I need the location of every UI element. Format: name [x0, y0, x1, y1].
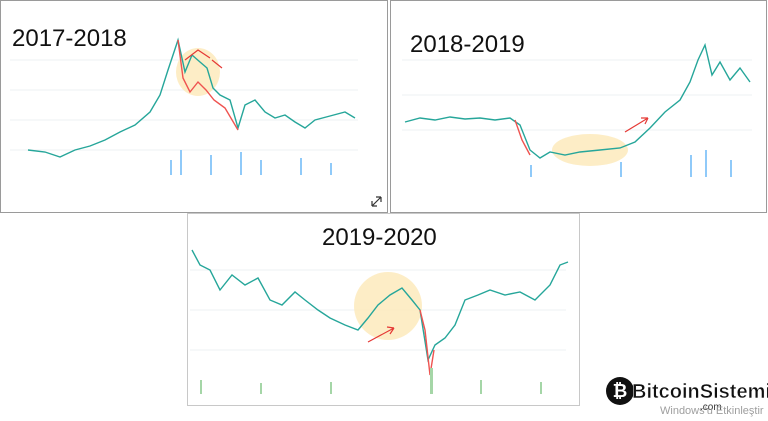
- highlight: [552, 134, 628, 166]
- brand-name: BitcoinSistemi: [632, 381, 768, 403]
- os-notice: Windows'u Etkinleştir: [660, 405, 764, 417]
- volume: [200, 368, 542, 394]
- brand-domain: .com: [700, 402, 722, 413]
- price-line-down: [514, 119, 531, 156]
- panel-frame: [390, 0, 767, 213]
- panel-2019-2020: 2019-2020: [187, 213, 580, 406]
- grid: [402, 59, 752, 131]
- arrow: [367, 326, 395, 343]
- panel-label: 2018-2019: [410, 31, 525, 58]
- price-line: [27, 37, 356, 158]
- volume: [530, 150, 732, 177]
- volume: [170, 150, 332, 175]
- panel-label: 2017-2018: [12, 25, 127, 52]
- watermark: ₿ BitcoinSistemi .com Windows'u Etkinleş…: [606, 377, 768, 417]
- highlight: [176, 48, 220, 96]
- panel-label: 2019-2020: [322, 224, 437, 251]
- highlight: [354, 272, 422, 340]
- panel-frame: [0, 0, 388, 213]
- price-line-down: [419, 309, 435, 376]
- price-line: [404, 42, 751, 159]
- logo-icon: [606, 377, 634, 405]
- price-line: [191, 249, 569, 363]
- logo-glyph: ₿: [613, 381, 628, 401]
- panel-2018-2019: 2018-2019: [390, 0, 767, 213]
- panel-2017-2018: 2017-2018: [0, 0, 388, 213]
- expand-icon[interactable]: [371, 196, 382, 207]
- price-line-down: [177, 39, 239, 131]
- arrow: [624, 117, 649, 133]
- arrow: [184, 49, 223, 69]
